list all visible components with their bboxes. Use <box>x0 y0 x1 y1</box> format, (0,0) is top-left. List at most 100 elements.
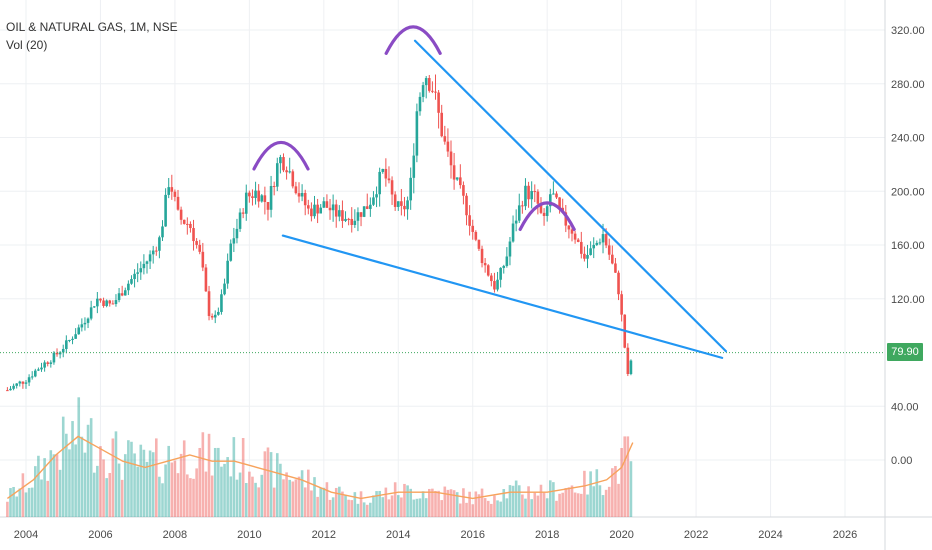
volume-bar <box>102 459 105 517</box>
candle-body <box>387 178 391 181</box>
volume-bar <box>434 490 437 517</box>
volume-bar <box>319 487 323 517</box>
candle-body <box>282 157 285 171</box>
candle-body <box>170 187 174 192</box>
volume-bar <box>313 477 316 517</box>
volume-bar <box>533 492 537 517</box>
candle-body <box>620 294 623 315</box>
candle-body <box>176 196 180 210</box>
candle-body <box>136 272 139 274</box>
candle-body <box>403 205 406 210</box>
trendline-lower <box>281 234 724 359</box>
candle-body <box>614 263 617 273</box>
volume-bar <box>552 482 555 517</box>
volume-bar <box>310 490 313 517</box>
candle-body <box>468 215 471 226</box>
volume-bar <box>307 469 310 517</box>
volume-bar <box>186 474 189 517</box>
candle-body <box>37 369 40 371</box>
volume-bar <box>210 475 214 517</box>
candle-body <box>55 352 59 355</box>
volume-bar <box>235 479 239 517</box>
candle-body <box>86 318 90 323</box>
candle-body <box>92 306 96 308</box>
candle-body <box>431 90 434 92</box>
candle-body <box>480 248 484 264</box>
volume-bar <box>592 486 596 517</box>
volume-indicator-label: Vol (20) <box>6 38 48 52</box>
candle-body <box>356 212 360 221</box>
candle-body <box>186 223 189 225</box>
volume-bar <box>567 487 571 517</box>
candle-body <box>161 226 164 238</box>
x-tick-label: 2010 <box>237 529 261 541</box>
candle-body <box>449 151 453 166</box>
y-tick-label: 200.00 <box>891 186 925 198</box>
volume-bar <box>80 436 84 517</box>
volume-bar <box>427 488 431 517</box>
candle-body <box>24 382 28 384</box>
volume-ma-line <box>6 435 634 500</box>
candle-body <box>415 111 419 156</box>
volume-bar <box>338 486 341 517</box>
volume-bar <box>583 470 586 517</box>
candle-body <box>34 370 37 377</box>
candle-body <box>548 194 552 207</box>
candle-body <box>223 283 226 295</box>
volume-bar <box>431 488 434 517</box>
volume-bar <box>297 476 301 517</box>
candle-body <box>61 348 65 353</box>
volume-bar <box>611 468 614 517</box>
volume-bar <box>344 495 347 517</box>
candle-body <box>43 362 46 368</box>
x-tick-label: 2020 <box>609 529 633 541</box>
candle-body <box>598 242 602 244</box>
candle-body <box>226 260 229 284</box>
candle-body <box>80 324 84 328</box>
candle-body <box>40 367 43 370</box>
volume-bar <box>561 492 564 517</box>
x-tick-label: 2018 <box>535 529 559 541</box>
candle-body <box>251 196 254 198</box>
candle-body <box>173 191 177 197</box>
volume-bar <box>65 433 68 517</box>
candle-body <box>530 191 533 200</box>
candle-body <box>570 229 574 234</box>
candle-body <box>303 192 307 206</box>
candle-body <box>465 195 468 216</box>
volume-bar <box>620 448 623 517</box>
candle-body <box>207 291 211 316</box>
volume-bar <box>499 501 502 517</box>
volume-bar <box>269 452 273 517</box>
volume-bar <box>604 489 608 517</box>
volume-bar <box>226 457 229 517</box>
candle-body <box>443 136 447 142</box>
candle-body <box>68 339 71 341</box>
x-tick-label: 2014 <box>386 529 410 541</box>
candle-body <box>372 197 375 205</box>
candle-body <box>254 190 257 198</box>
candle-body <box>288 171 291 173</box>
candle-body <box>384 168 388 179</box>
volume-bar <box>92 472 96 517</box>
volume-bar <box>400 497 403 517</box>
candle-body <box>235 228 239 239</box>
candle-body <box>275 163 279 187</box>
candle-body <box>319 207 323 214</box>
volume-bar <box>325 482 329 517</box>
candle-body <box>220 294 223 312</box>
candle-body <box>266 202 270 210</box>
candle-body <box>130 279 133 284</box>
volume-bar <box>334 487 338 517</box>
candle-body <box>589 248 592 255</box>
volume-bar <box>545 498 549 517</box>
volume-bar <box>58 469 62 517</box>
volume-bar <box>6 501 9 517</box>
volume-bar <box>9 488 12 517</box>
volume-bar <box>86 424 90 517</box>
candle-body <box>46 362 50 364</box>
volume-bar <box>477 494 481 517</box>
volume-bar <box>24 492 28 517</box>
candle-body <box>297 193 301 197</box>
